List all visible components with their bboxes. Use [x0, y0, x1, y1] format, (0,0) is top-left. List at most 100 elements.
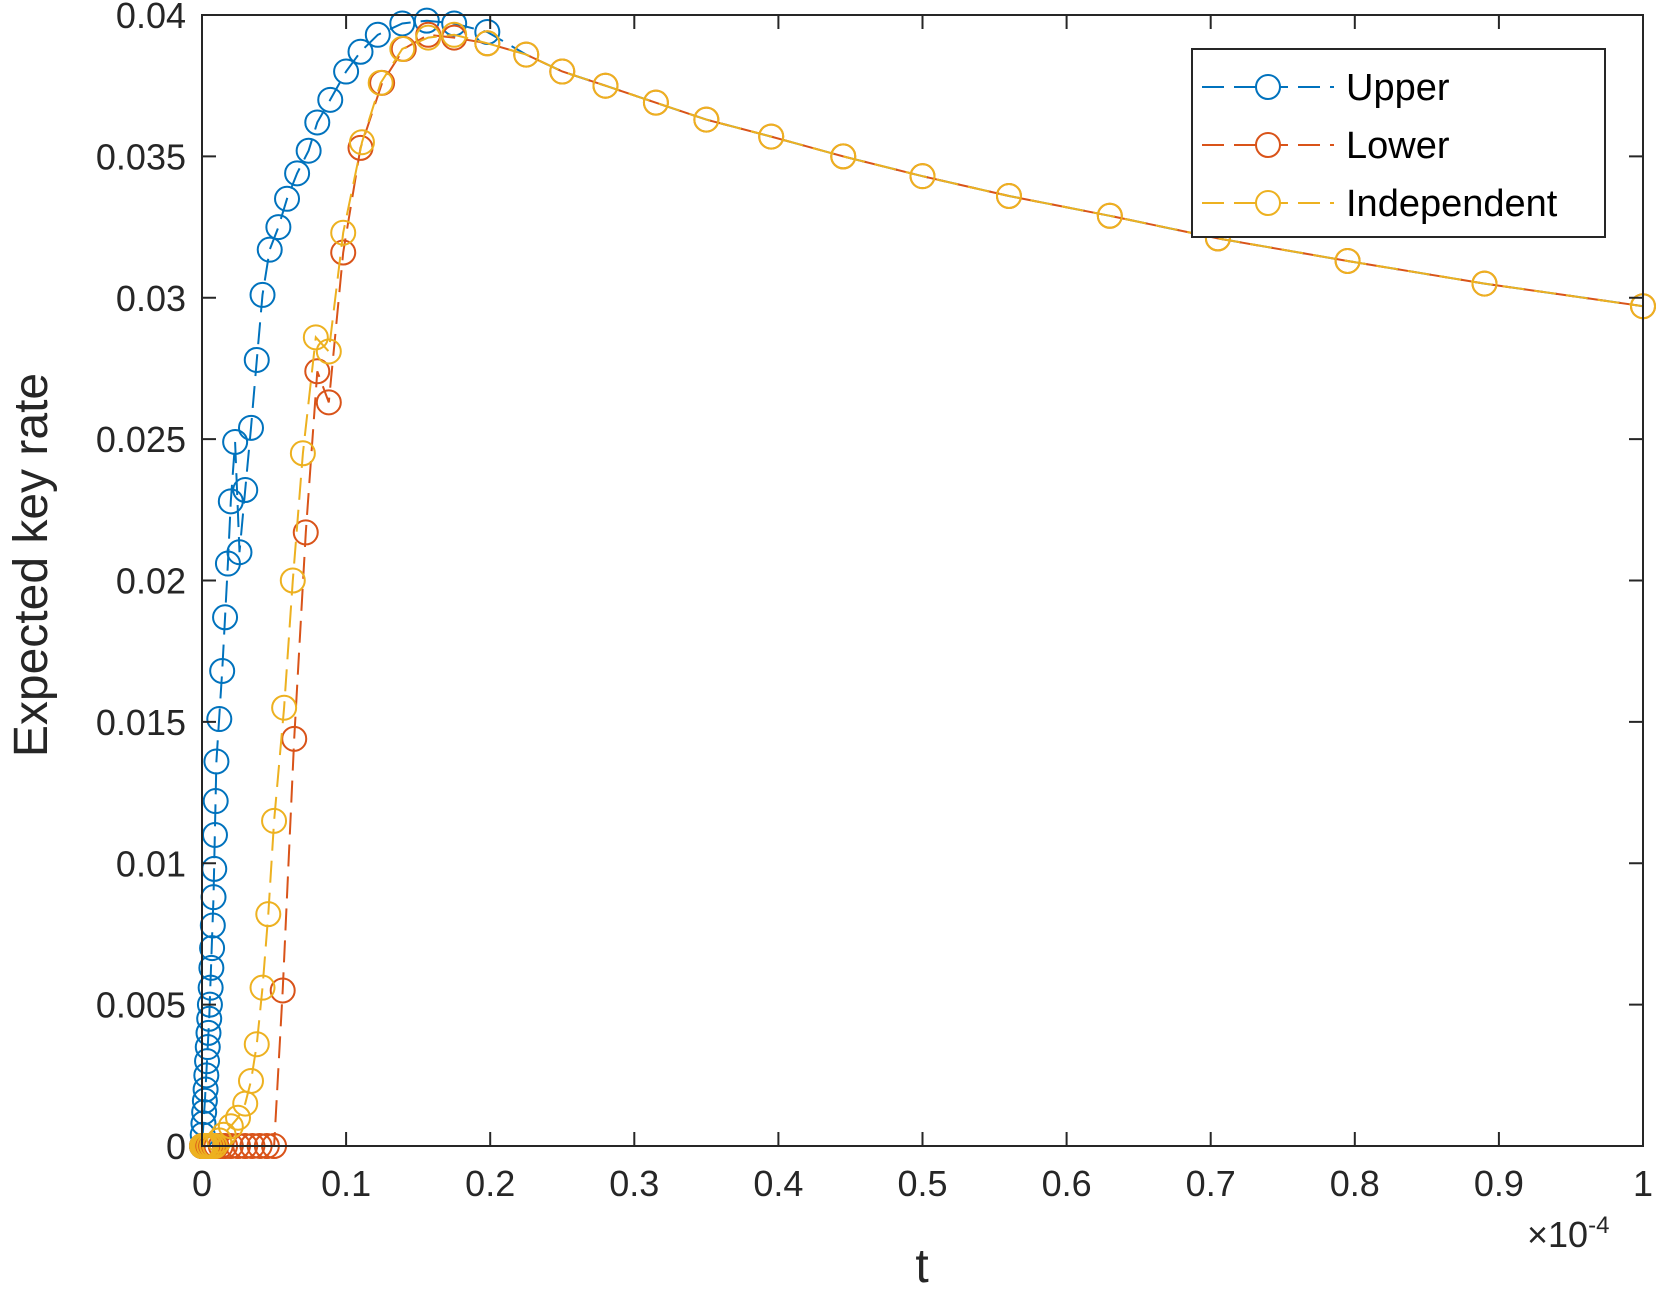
data-point: [222, 428, 249, 455]
x-tick-label: 0.1: [321, 1163, 371, 1204]
x-axis-multiplier-base: ×10: [1527, 1214, 1588, 1255]
y-tick-label: 0.04: [116, 0, 186, 36]
data-point: [202, 788, 229, 815]
data-point: [513, 41, 540, 68]
data-point: [203, 748, 230, 775]
y-tick-label: 0.03: [116, 278, 186, 319]
x-tick-label: 0.5: [897, 1163, 947, 1204]
data-point: [212, 604, 239, 631]
data-point: [304, 358, 331, 385]
x-tick-label: 0.7: [1186, 1163, 1236, 1204]
data-point: [830, 143, 857, 170]
data-point: [217, 1113, 244, 1140]
y-tick-label: 0: [166, 1126, 186, 1167]
data-point: [549, 58, 576, 85]
data-point: [304, 109, 331, 136]
data-point: [196, 991, 223, 1018]
x-axis-multiplier-exponent: -4: [1588, 1212, 1609, 1239]
data-point: [194, 1034, 221, 1061]
data-point: [199, 935, 226, 962]
data-point: [256, 236, 283, 263]
data-point: [265, 214, 292, 241]
data-point: [1096, 202, 1123, 229]
x-tick-label: 0: [192, 1163, 212, 1204]
data-point: [284, 160, 311, 187]
data-point: [274, 185, 301, 212]
data-point: [295, 137, 322, 164]
data-point: [592, 72, 619, 99]
x-tick-label: 1: [1633, 1163, 1653, 1204]
data-point: [209, 657, 236, 684]
axes: 0 0.1 0.2 0.3 0.4 0.5 0.6 0.7 0.8 0.9 1 0 0.005 0.01 0…: [96, 0, 1653, 1204]
data-point: [237, 1067, 264, 1094]
data-point: [199, 912, 226, 939]
data-point: [249, 281, 276, 308]
data-point: [364, 21, 391, 48]
legend-item-lower: Lower: [1202, 125, 1450, 167]
x-axis-title: t: [915, 1240, 928, 1290]
x-tick-label: 0.2: [465, 1163, 515, 1204]
data-point: [389, 35, 416, 62]
x-tick-label: 0.6: [1042, 1163, 1092, 1204]
data-point: [271, 694, 298, 721]
data-point: [225, 1104, 252, 1131]
data-point: [330, 219, 357, 246]
data-point: [194, 1048, 221, 1075]
legend-item-upper: Upper: [1202, 67, 1450, 109]
x-tick-label: 0.3: [609, 1163, 659, 1204]
y-tick-label: 0.02: [116, 561, 186, 602]
legend-marker: [1255, 74, 1281, 100]
x-tick-label: 0.9: [1474, 1163, 1524, 1204]
data-point: [1471, 270, 1498, 297]
data-point: [197, 974, 224, 1001]
y-tick-label: 0.025: [96, 419, 186, 460]
legend-marker: [1255, 132, 1281, 158]
data-point: [269, 977, 296, 1004]
x-tick-label: 0.4: [753, 1163, 803, 1204]
data-point: [243, 346, 270, 373]
y-axis-title: Expected key rate: [5, 373, 58, 757]
legend: Upper Lower Independent: [1191, 48, 1606, 238]
x-axis-multiplier: ×10-4: [1527, 1212, 1609, 1255]
data-point: [441, 21, 468, 48]
data-point: [642, 89, 669, 116]
x-tick-label: 0.8: [1330, 1163, 1380, 1204]
data-point: [348, 129, 375, 156]
y-tick-label: 0.01: [116, 843, 186, 884]
data-point: [315, 389, 342, 416]
data-point: [292, 519, 319, 546]
data-point: [237, 414, 264, 441]
data-point: [232, 477, 259, 504]
data-point: [1334, 247, 1361, 274]
data-point: [191, 1087, 218, 1114]
data-point: [693, 106, 720, 133]
data-point: [226, 539, 253, 566]
legend-item-independent: Independent: [1202, 183, 1558, 225]
data-point: [193, 1062, 220, 1089]
data-point: [317, 86, 344, 113]
data-point: [909, 163, 936, 190]
data-point: [474, 30, 501, 57]
data-point: [302, 324, 329, 351]
legend-marker: [1255, 190, 1281, 216]
data-point: [315, 338, 342, 365]
data-point: [196, 1005, 223, 1032]
data-point: [192, 1076, 219, 1103]
data-point: [255, 901, 282, 928]
data-point: [279, 567, 306, 594]
data-point: [413, 7, 440, 34]
data-point: [415, 24, 442, 51]
data-point: [195, 1019, 222, 1046]
legend-label: Upper: [1346, 67, 1450, 109]
data-point: [758, 123, 785, 150]
data-point: [249, 974, 276, 1001]
data-point: [206, 706, 233, 733]
y-tick-label: 0.005: [96, 985, 186, 1026]
data-point: [289, 440, 316, 467]
data-point: [191, 1099, 218, 1126]
y-tick-label: 0.035: [96, 136, 186, 177]
data-point: [995, 182, 1022, 209]
data-point: [347, 38, 374, 65]
data-point: [333, 58, 360, 85]
